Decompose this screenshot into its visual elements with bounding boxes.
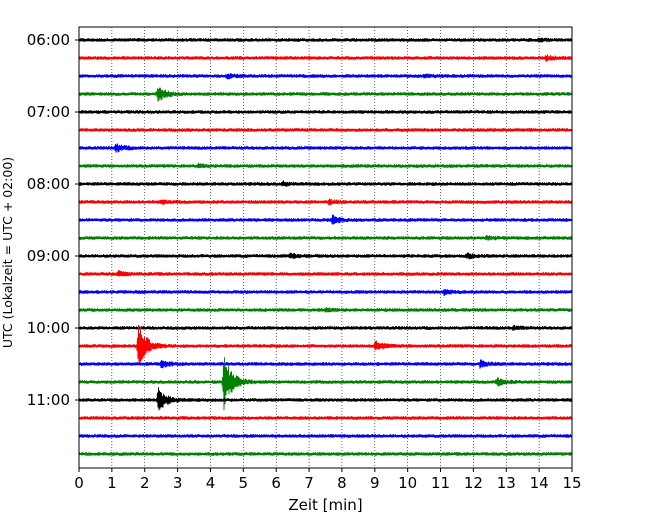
trace-0600 (78, 37, 573, 43)
x-tick-label: 2 (140, 474, 150, 492)
y-tick-label: 07:00 (27, 103, 70, 121)
trace-1030 (78, 359, 573, 369)
trace-0845 (78, 235, 573, 241)
trace-0730 (78, 143, 573, 153)
trace-0630 (78, 73, 573, 80)
x-tick-label: 14 (530, 474, 549, 492)
trace-0915 (78, 270, 573, 277)
x-tick-label: 1 (107, 474, 117, 492)
trace-0700 (78, 109, 573, 115)
x-axis-label: Zeit [min] (288, 496, 362, 514)
x-tick-label: 0 (74, 474, 84, 492)
seismic-traces (78, 37, 573, 457)
trace-0945 (78, 307, 573, 313)
trace-1000 (78, 324, 573, 332)
plot-frame (78, 26, 573, 469)
x-tick-label: 7 (304, 474, 314, 492)
x-tick-label: 15 (562, 474, 581, 492)
trace-0800 (78, 180, 573, 187)
x-tick-label: 3 (173, 474, 183, 492)
y-tick-label: 09:00 (27, 247, 70, 265)
y-tick-label: 06:00 (27, 31, 70, 49)
trace-0715 (78, 127, 573, 133)
trace-1115 (78, 415, 573, 421)
y-axis-label: UTC (Lokalzeit = UTC + 02:00) (0, 157, 15, 348)
trace-0615 (78, 54, 573, 63)
trace-0645 (78, 87, 573, 102)
x-tick-label: 12 (464, 474, 483, 492)
x-tick-label: 5 (239, 474, 249, 492)
x-tick-label: 10 (398, 474, 417, 492)
y-axis-ticks: 06:00 07:00 08:00 09:00 10:00 11:00 (27, 31, 79, 409)
trace-1100 (78, 387, 573, 411)
x-tick-label: 11 (431, 474, 450, 492)
x-tick-label: 6 (271, 474, 281, 492)
trace-0900 (78, 252, 573, 260)
x-tick-label: 4 (206, 474, 216, 492)
trace-0930 (78, 289, 573, 296)
x-tick-label: 13 (497, 474, 516, 492)
trace-0745 (78, 162, 573, 169)
trace-0830 (78, 214, 573, 225)
y-tick-label: 11:00 (27, 391, 70, 409)
y-tick-label: 10:00 (27, 319, 70, 337)
y-tick-label: 08:00 (27, 175, 70, 193)
trace-1015 (78, 324, 573, 365)
trace-0815 (78, 198, 573, 206)
x-tick-label: 9 (370, 474, 380, 492)
x-tick-label: 8 (337, 474, 347, 492)
trace-1130 (78, 433, 573, 439)
x-axis-ticks: 0 1 2 3 4 5 6 7 8 9 10 11 12 13 14 15 (74, 468, 582, 492)
trace-1145 (78, 451, 573, 457)
trace-1045 (78, 357, 573, 411)
